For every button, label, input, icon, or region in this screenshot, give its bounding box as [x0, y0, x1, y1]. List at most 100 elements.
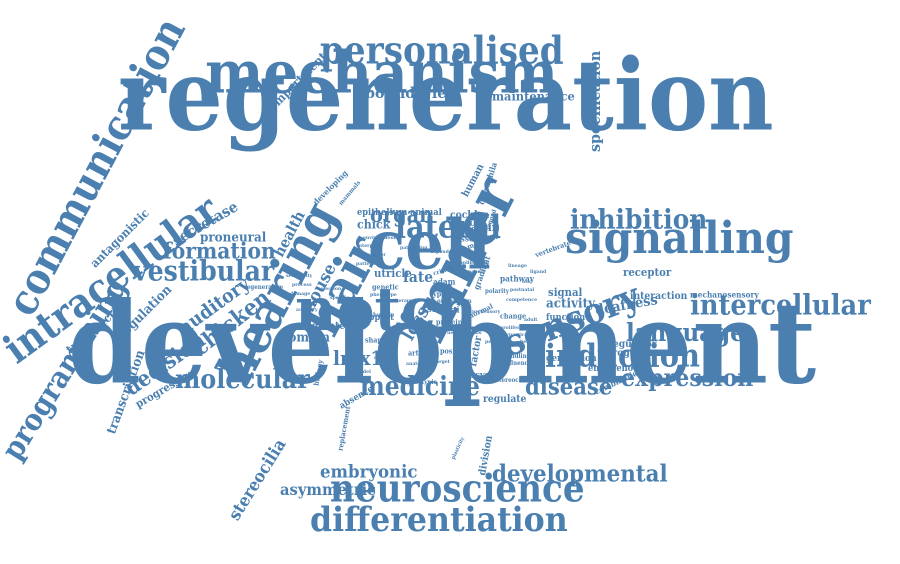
word-mammals: mammals [337, 179, 363, 207]
word-progenitor: progenitor [606, 348, 662, 359]
word-process: process [292, 282, 312, 288]
word-lineage: lineage [508, 263, 527, 269]
word-support: support [358, 312, 394, 323]
word-receptor: receptor [623, 266, 672, 280]
word-sensitivity: sensitivity [286, 273, 313, 279]
word-auditory-small: auditory [296, 307, 318, 313]
word-influence: influence [503, 360, 532, 368]
word-proliferation: proliferation [500, 325, 533, 331]
word-function: function [546, 312, 586, 323]
word-molecular: molecular [175, 365, 310, 396]
word-developmental: developmental [492, 460, 668, 488]
word-organotypic: organotypic [400, 379, 437, 387]
word-generation: generation [546, 353, 597, 364]
word-adam: adam [433, 276, 456, 287]
word-neural: neural [468, 269, 485, 275]
word-neuroscience: neuroscience [330, 465, 585, 511]
word-asymmetric: asymmetric [280, 480, 377, 500]
word-regulate: regulate [483, 394, 527, 405]
word-chick: chick [357, 217, 391, 232]
word-epithelium: epithelium [357, 207, 408, 218]
word-signal: signal [548, 286, 583, 300]
word-development: development [68, 278, 817, 410]
word-maintenance: maintenance [492, 89, 575, 104]
word-adult: adult [524, 317, 538, 323]
word-protein: protein [436, 317, 463, 327]
word-anatomy: anatomy [406, 361, 429, 367]
word-intercellular: intercellular [690, 288, 871, 322]
word-organ: organ [370, 202, 434, 228]
word-amplification: amplification [455, 260, 489, 266]
word-environment: environment [363, 235, 396, 241]
word-specific: specific [330, 295, 350, 301]
word-utricle: utricle [374, 267, 412, 281]
word-bundle: bundle [373, 312, 395, 320]
word-activity: activity [546, 296, 596, 312]
word-patterning: patterning [400, 245, 428, 251]
word-damage: damage [290, 291, 311, 297]
word-dependent: dependent [430, 249, 458, 255]
word-otocyst: otocyst [460, 370, 494, 381]
word-genetic: genetic [372, 282, 399, 292]
word-essential: essential [456, 233, 493, 244]
word-behaviour: behaviour [520, 339, 546, 345]
word-expression: expression [621, 362, 754, 392]
word-mechanism: mechanism [205, 38, 558, 107]
word-cochlea: cochlea [450, 210, 490, 221]
word-orientation: orientation [437, 298, 472, 306]
word-pattern: pattern [356, 261, 376, 267]
word-model: model [355, 369, 371, 375]
word-periphery: periphery [485, 339, 510, 345]
word-otic: otic [522, 279, 532, 285]
word-inhibition: inhibition [570, 204, 708, 236]
word-boundaries: boundaries [365, 84, 455, 102]
word-prosensory: prosensory [472, 309, 501, 315]
word-moderate: moderate [296, 321, 346, 332]
word-animal: animal [410, 207, 442, 218]
word-shaping: shaping [365, 335, 394, 345]
word-regeneration: regeneration [118, 38, 774, 154]
word-disease: disease [525, 373, 613, 401]
word-competence: competence [506, 297, 538, 303]
word-stereociliary: stereociliary [496, 377, 535, 385]
word-neurogenesis: neurogenesis [447, 330, 482, 336]
word-language: language [626, 318, 745, 347]
word-polarity: polarity [485, 288, 509, 296]
word-postnatal: postnatal [510, 287, 535, 293]
word-artificial: artificial [408, 348, 439, 358]
word-character: character [361, 252, 386, 258]
word-embryonic: embryonic [320, 461, 418, 483]
word-type: type [430, 289, 446, 299]
word-handling: handling [503, 353, 531, 361]
word-formation: formation [163, 238, 276, 265]
word-vestibular: vestibular [133, 254, 275, 288]
word-position: position [440, 346, 470, 356]
word-endogenous: endogenous [588, 363, 644, 374]
word-replacement: replacement [335, 405, 353, 452]
word-stem: stem [427, 304, 450, 315]
word-plastin: plastin [460, 221, 500, 235]
word-regenerative: regenerative [244, 284, 284, 292]
word-signalling: signalling [565, 212, 794, 264]
word-medicine: medicine [360, 372, 480, 403]
word-corti: corti [440, 304, 460, 315]
word-interplay: interplay [357, 243, 381, 249]
word-domain: domain [280, 330, 330, 346]
word-personalised: personalised [320, 27, 564, 73]
word-output: output [374, 355, 392, 361]
word-cell: cell [368, 205, 491, 286]
word-notch: notch [295, 275, 477, 345]
word-interaction: interaction [630, 291, 688, 302]
word-mechanosensory: mechanosensory [690, 289, 759, 300]
word-pathway: pathway [500, 273, 535, 284]
word-differentiation: differentiation [310, 499, 568, 540]
word-change: change [500, 311, 527, 321]
word-therapy: therapy [393, 298, 413, 304]
word-target: target [434, 359, 450, 365]
word-phenotype: phenotype [370, 292, 397, 298]
word-fate: fate [403, 268, 434, 286]
word-lateral: lateral [395, 207, 502, 246]
word-regulator: regulator [608, 339, 657, 350]
word-induction: induction [545, 336, 700, 375]
